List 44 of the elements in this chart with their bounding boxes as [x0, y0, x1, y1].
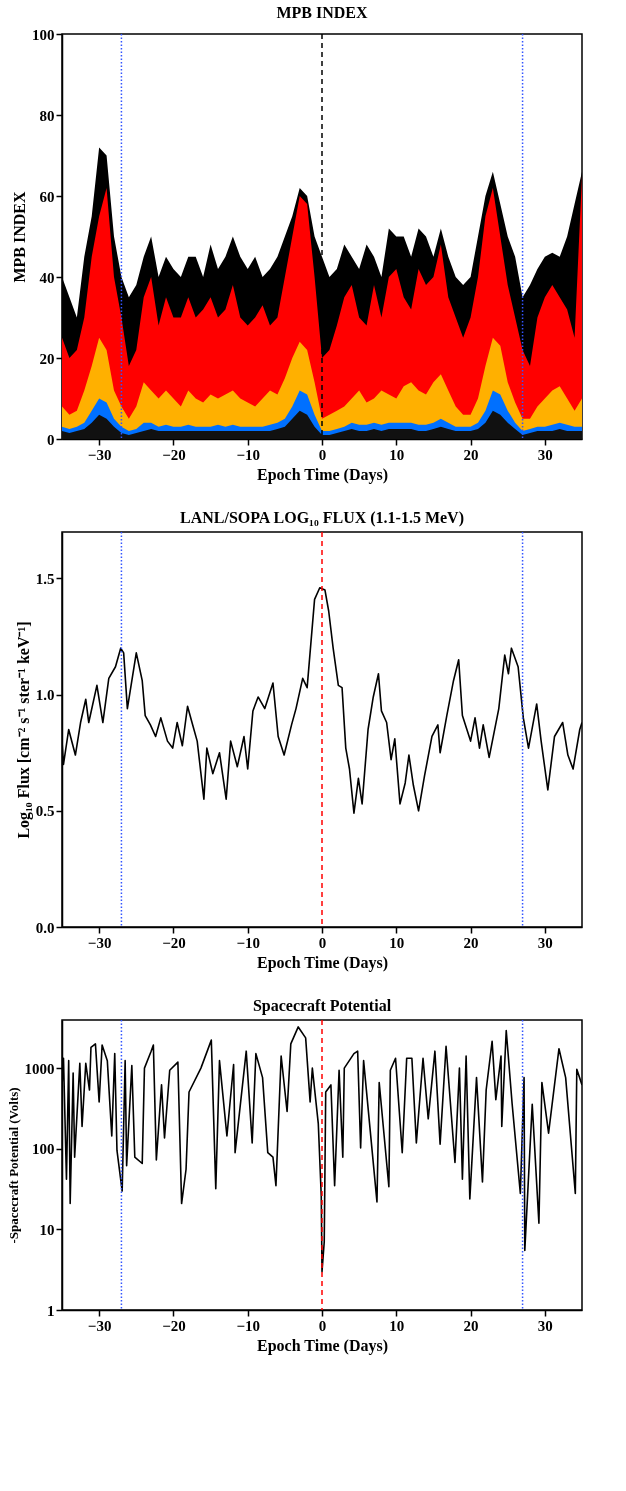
- y-tick-label: 0.0: [35, 919, 55, 936]
- x-tick-label: 10: [389, 446, 405, 463]
- x-tick-label: 20: [463, 446, 479, 463]
- x-axis-title: Epoch Time (Days): [257, 1336, 388, 1355]
- x-tick-label: −20: [162, 1317, 186, 1334]
- y-tick-label: 1000: [24, 1060, 55, 1077]
- x-tick-label: −20: [162, 934, 186, 951]
- y-tick-label: 40: [39, 269, 55, 286]
- x-tick-label: 10: [389, 1317, 405, 1334]
- x-tick-label: 30: [537, 446, 553, 463]
- x-tick-label: 10: [389, 934, 405, 951]
- y-tick-label: 0.5: [35, 803, 55, 820]
- chart-title: MPB INDEX: [276, 4, 368, 21]
- y-tick-label: 100: [32, 26, 55, 43]
- x-tick-label: −30: [87, 1317, 112, 1334]
- x-tick-label: 20: [463, 934, 479, 951]
- y-tick-label: 100: [32, 1141, 55, 1158]
- x-tick-label: −30: [87, 934, 112, 951]
- y-tick-label: 1.5: [35, 570, 55, 587]
- x-tick-label: −20: [162, 446, 186, 463]
- y-axis-title: Log₁₀ Flux [cm⁻² s⁻¹ ster⁻¹ keV⁻¹]: [14, 621, 33, 839]
- y-tick-label: 20: [39, 350, 55, 367]
- y-tick-label: 60: [39, 188, 55, 205]
- y-tick-label: 10: [39, 1221, 55, 1238]
- x-tick-label: −10: [236, 1317, 260, 1334]
- x-tick-label: 0: [318, 446, 327, 463]
- chart-title: Spacecraft Potential: [252, 997, 392, 1015]
- x-tick-label: −30: [87, 446, 112, 463]
- x-tick-label: 30: [537, 1317, 553, 1334]
- y-tick-label: 80: [39, 107, 55, 124]
- y-tick-label: 1.0: [35, 687, 55, 704]
- x-axis-title: Epoch Time (Days): [257, 953, 388, 972]
- x-tick-label: 0: [318, 1317, 327, 1334]
- y-tick-label: 0: [47, 431, 55, 448]
- y-axis-title: MPB INDEX: [11, 191, 28, 283]
- x-tick-label: 30: [537, 934, 553, 951]
- chart-title: LANL/SOPA LOG₁₀ FLUX (1.1-1.5 MeV): [180, 509, 464, 527]
- y-axis-title: -Spacecraft Potential (Volts): [5, 1087, 21, 1244]
- x-tick-label: 20: [463, 1317, 479, 1334]
- x-tick-label: 0: [318, 934, 327, 951]
- y-tick-label: 1: [47, 1302, 55, 1319]
- x-tick-label: −10: [236, 446, 260, 463]
- x-axis-title: Epoch Time (Days): [257, 465, 388, 484]
- x-tick-label: −10: [236, 934, 260, 951]
